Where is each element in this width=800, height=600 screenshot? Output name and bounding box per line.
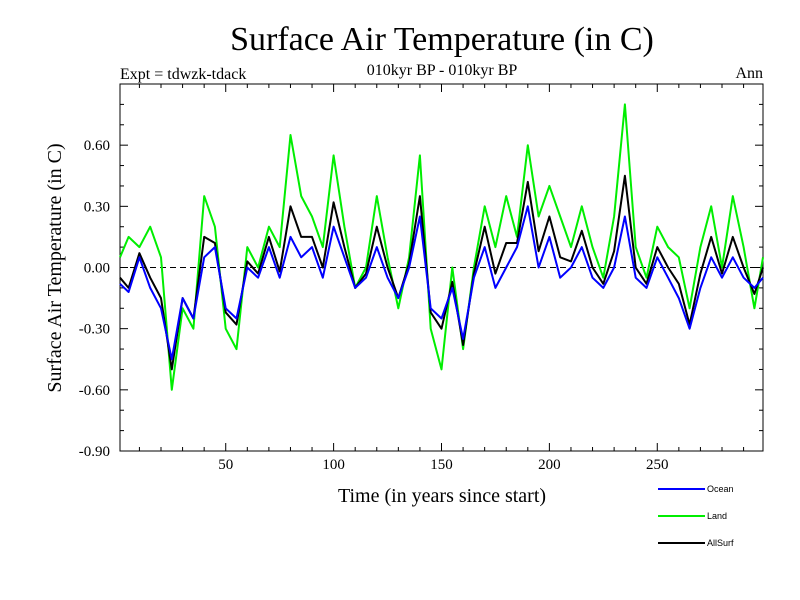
- x-tick-label: 50: [218, 457, 233, 473]
- y-tick-label: 0.30: [84, 199, 110, 215]
- chart-subtitle: 010kyr BP - 010kyr BP: [367, 62, 518, 79]
- legend: Ocean Land AllSurf: [658, 484, 734, 548]
- series-line-ocean: [119, 205, 764, 361]
- x-tick-label: 250: [646, 457, 669, 473]
- experiment-label: Expt = tdwzk-tdack: [120, 66, 246, 83]
- y-axis-label: Surface Air Temperature (in C): [44, 143, 66, 392]
- x-axis-label: Time (in years since start): [338, 485, 546, 507]
- legend-label-ocean: Ocean: [707, 484, 734, 494]
- x-tick-label: 150: [430, 457, 453, 473]
- plot-area: 50 100 150 200 250 -0.90 -0.60 -0.30 0.00 0.30 0.6…: [79, 83, 764, 473]
- legend-label-land: Land: [707, 511, 727, 521]
- series-line-allsurf: [119, 174, 764, 371]
- y-tick-label: 0.60: [84, 138, 110, 154]
- x-tick-label: 100: [322, 457, 345, 473]
- y-tick-label: -0.30: [79, 322, 110, 338]
- legend-label-allsurf: AllSurf: [707, 538, 734, 548]
- y-tick-label: -0.60: [79, 383, 110, 399]
- y-tick-label: 0.00: [84, 261, 110, 277]
- season-label: Ann: [735, 65, 763, 82]
- y-tick-label: -0.90: [79, 444, 110, 460]
- chart-title: Surface Air Temperature (in C): [230, 21, 654, 58]
- x-tick-label: 200: [538, 457, 561, 473]
- series-line-land: [119, 103, 764, 391]
